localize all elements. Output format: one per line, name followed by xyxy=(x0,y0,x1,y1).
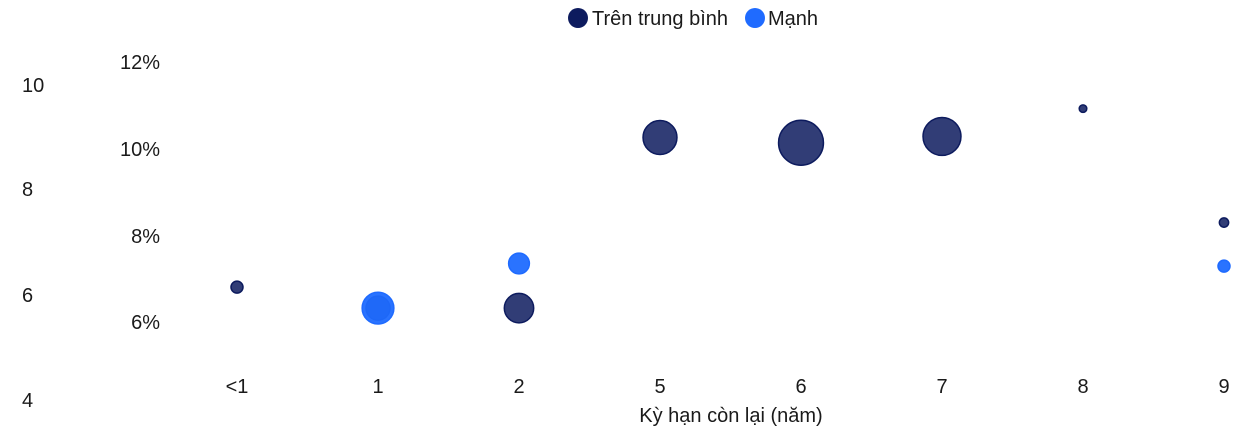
bubble-tren-trung-binh xyxy=(1218,217,1230,228)
x-axis-ticks: <1 1 2 5 6 7 8 9 xyxy=(226,376,1230,398)
x-tick-label: 8 xyxy=(1077,376,1088,398)
legend-label-tren-trung-binh: Trên trung bình xyxy=(592,8,728,30)
bubble-tren-trung-binh xyxy=(1078,104,1088,114)
x-tick-label: 6 xyxy=(795,376,806,398)
y-left-tick: 4 xyxy=(22,390,33,412)
y-percent-tick: 10% xyxy=(120,139,160,161)
bubble-tren-trung-binh xyxy=(642,119,678,156)
y-axis-left-ticks: 10 8 6 4 xyxy=(22,75,44,412)
y-percent-tick: 12% xyxy=(120,52,160,74)
x-tick-label: 9 xyxy=(1218,376,1229,398)
y-left-tick: 6 xyxy=(22,285,33,307)
bubble-manh xyxy=(361,291,395,325)
x-tick-label: 7 xyxy=(936,376,947,398)
bubble-tren-trung-binh xyxy=(777,119,825,166)
x-tick-label: 1 xyxy=(372,376,383,398)
legend-marker-tren-trung-binh xyxy=(568,8,588,28)
y-axis-percent-ticks: 12% 10% 8% 6% xyxy=(120,52,160,334)
legend: Trên trung bình Mạnh xyxy=(568,8,818,30)
legend-marker-manh xyxy=(745,8,765,28)
bubbles-layer xyxy=(230,104,1231,325)
y-percent-tick: 8% xyxy=(131,226,160,248)
y-left-tick: 10 xyxy=(22,75,44,97)
x-tick-label: 5 xyxy=(654,376,665,398)
y-percent-tick: 6% xyxy=(131,312,160,334)
bubble-tren-trung-binh xyxy=(922,116,962,157)
bubble-tren-trung-binh xyxy=(503,292,535,324)
x-axis-title: Kỳ hạn còn lại (năm) xyxy=(639,405,822,427)
x-tick-label: <1 xyxy=(226,376,249,398)
x-tick-label: 2 xyxy=(513,376,524,398)
y-left-tick: 8 xyxy=(22,179,33,201)
bubble-manh xyxy=(1217,259,1231,273)
bubble-manh xyxy=(507,252,531,275)
bubble-tren-trung-binh xyxy=(230,280,244,294)
legend-label-manh: Mạnh xyxy=(768,8,818,30)
